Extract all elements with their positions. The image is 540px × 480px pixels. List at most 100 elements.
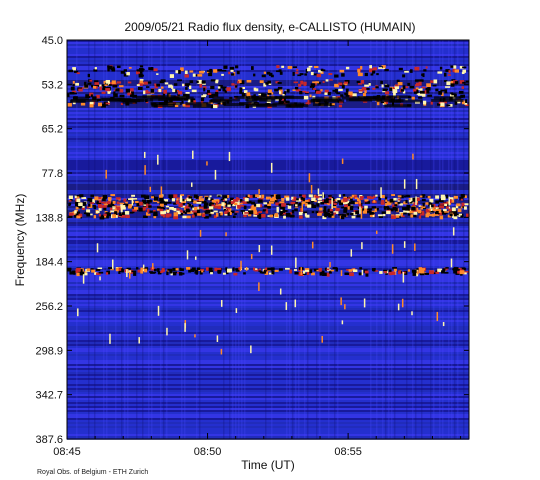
- spectrogram-row: [67, 142, 469, 144]
- spectrogram-row: [67, 390, 469, 392]
- emission-pixel: [386, 210, 391, 215]
- emission-pixel: [364, 208, 367, 212]
- emission-pixel: [229, 97, 233, 99]
- emission-pixel: [351, 95, 357, 98]
- emission-pixel: [280, 211, 283, 215]
- emission-pixel: [243, 90, 248, 94]
- spectrogram-streak: [319, 40, 321, 439]
- emission-pixel: [107, 91, 111, 94]
- emission-pixel: [253, 87, 257, 91]
- emission-pixel: [294, 86, 299, 90]
- emission-pixel: [104, 211, 108, 213]
- emission-pixel: [119, 88, 122, 92]
- emission-pixel: [275, 194, 281, 199]
- spectrogram-row: [67, 292, 469, 294]
- emission-pixel: [210, 204, 215, 207]
- emission-pixel: [177, 197, 180, 200]
- emission-pixel: [191, 204, 194, 209]
- emission-pixel: [150, 67, 154, 71]
- spectrogram-row: [67, 220, 469, 222]
- emission-pixel: [144, 202, 147, 205]
- emission-pixel: [314, 81, 317, 86]
- emission-pixel: [306, 271, 310, 275]
- burst-mark: [414, 243, 416, 251]
- dark-patch: [185, 102, 211, 106]
- emission-pixel: [251, 204, 254, 207]
- emission-pixel: [226, 87, 231, 92]
- emission-pixel: [153, 209, 156, 213]
- emission-pixel: [408, 199, 412, 203]
- emission-pixel: [432, 206, 435, 211]
- emission-pixel: [153, 196, 159, 201]
- emission-pixel: [68, 200, 72, 202]
- emission-pixel: [214, 205, 218, 209]
- burst-mark: [128, 271, 131, 279]
- burst-mark: [301, 201, 304, 212]
- spectrogram-streak: [451, 40, 453, 439]
- emission-pixel: [384, 68, 389, 72]
- emission-pixel: [270, 194, 276, 197]
- emission-pixel: [392, 199, 396, 202]
- emission-pixel: [168, 213, 172, 217]
- emission-pixel: [243, 272, 246, 275]
- emission-pixel: [372, 70, 376, 74]
- emission-pixel: [261, 214, 266, 218]
- emission-pixel: [177, 93, 180, 97]
- emission-pixel: [293, 269, 298, 271]
- emission-pixel: [320, 68, 324, 72]
- emission-pixel: [106, 201, 111, 205]
- emission-pixel: [444, 272, 449, 274]
- emission-pixel: [360, 66, 363, 70]
- emission-pixel: [218, 203, 224, 206]
- burst-mark: [391, 244, 394, 254]
- emission-pixel: [350, 213, 353, 215]
- emission-pixel: [367, 201, 371, 204]
- emission-pixel: [292, 89, 296, 92]
- emission-pixel: [264, 271, 269, 275]
- emission-pixel: [409, 210, 414, 214]
- emission-pixel: [185, 208, 190, 213]
- emission-pixel: [297, 74, 302, 77]
- spectrogram-row: [67, 342, 469, 344]
- emission-pixel: [103, 214, 107, 218]
- spectrogram-row: [67, 266, 469, 268]
- emission-pixel: [101, 214, 105, 219]
- emission-pixel: [273, 194, 278, 198]
- emission-pixel: [322, 272, 327, 276]
- emission-pixel: [237, 204, 241, 209]
- emission-pixel: [289, 269, 292, 274]
- emission-pixel: [303, 95, 309, 100]
- emission-pixel: [102, 198, 106, 201]
- burst-mark: [295, 257, 297, 268]
- emission-pixel: [322, 81, 325, 83]
- spectrogram-row: [67, 322, 469, 324]
- burst-mark: [184, 323, 186, 332]
- emission-pixel: [305, 91, 309, 94]
- emission-pixel: [173, 215, 179, 220]
- dark-patch: [312, 97, 341, 101]
- emission-pixel: [191, 267, 196, 271]
- emission-pixel: [444, 100, 447, 104]
- emission-pixel: [405, 207, 410, 211]
- burst-mark: [220, 348, 223, 355]
- emission-pixel: [384, 196, 388, 201]
- emission-pixel: [348, 196, 353, 200]
- emission-pixel: [158, 194, 163, 198]
- emission-pixel: [305, 202, 308, 207]
- emission-pixel: [179, 212, 184, 216]
- emission-pixel: [143, 81, 149, 85]
- burst-mark: [361, 242, 363, 250]
- emission-pixel: [316, 73, 322, 78]
- emission-pixel: [385, 199, 388, 202]
- emission-pixel: [285, 100, 290, 104]
- spectrogram-streak: [334, 40, 336, 439]
- emission-pixel: [138, 207, 143, 212]
- emission-pixel: [217, 205, 222, 210]
- emission-pixel: [218, 88, 221, 92]
- spectrogram-row: [67, 350, 469, 352]
- emission-pixel: [113, 205, 117, 208]
- emission-pixel: [160, 206, 164, 209]
- emission-pixel: [163, 210, 167, 214]
- spectrogram-row: [67, 140, 469, 142]
- emission-pixel: [320, 89, 323, 92]
